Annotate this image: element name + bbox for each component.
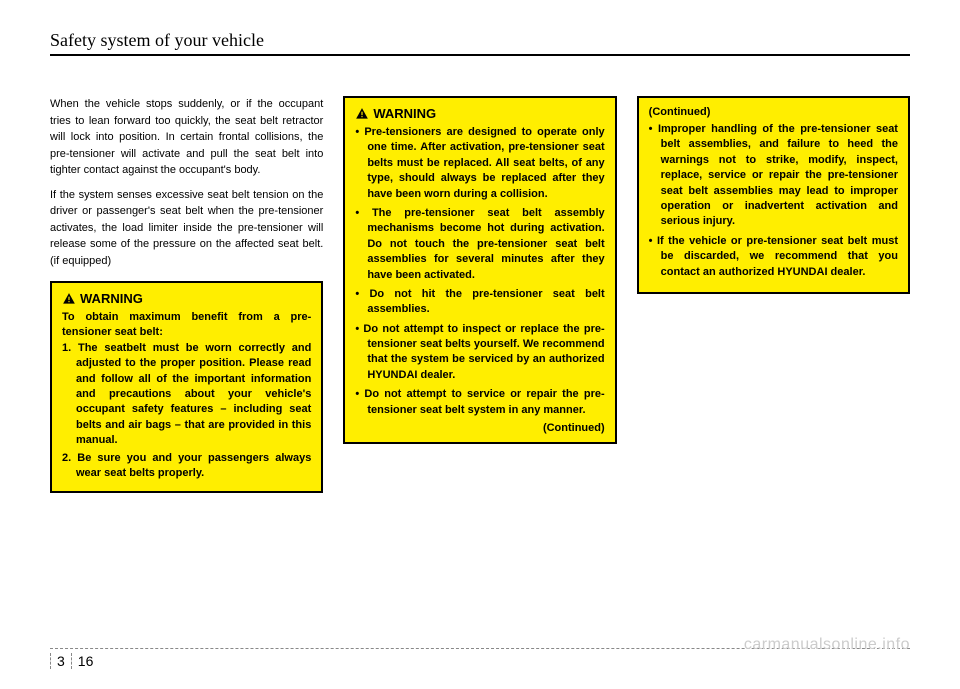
page-number: 16 [78,653,94,669]
warning-list-item: • Do not attempt to inspect or replace t… [355,322,604,384]
warning-list-item: • If the vehicle or pre-tensioner seat b… [649,234,898,280]
warning-list-item: • Pre-tensioners are designed to operate… [355,125,604,202]
column-3: (Continued) • Improper handling of the p… [637,96,910,493]
column-1: When the vehicle stops suddenly, or if t… [50,96,323,493]
warning-triangle-icon [62,292,76,306]
warning-list: • Improper handling of the pre-tensioner… [649,122,898,280]
continued-label: (Continued) [649,106,898,118]
warning-title: WARNING [80,291,143,306]
body-paragraph: If the system senses excessive seat belt… [50,187,323,270]
warning-list: • Pre-tensioners are designed to operate… [355,125,604,418]
page-container: Safety system of your vehicle When the v… [0,0,960,689]
warning-list-item: • The pre-tensioner seat belt assembly m… [355,206,604,283]
warning-box: WARNING To obtain maximum benefit from a… [50,281,323,493]
column-2: WARNING • Pre-tensioners are designed to… [343,96,616,493]
warning-list-item: 1. The seatbelt must be worn correctly a… [62,341,311,449]
content-columns: When the vehicle stops suddenly, or if t… [50,96,910,493]
warning-intro: To obtain maximum benefit from a pre-ten… [62,310,311,341]
watermark: carmanualsonline.info [744,636,910,654]
page-title: Safety system of your vehicle [50,30,910,56]
warning-header: WARNING [62,291,311,306]
warning-list-item: • Improper handling of the pre-tensioner… [649,122,898,230]
warning-box: (Continued) • Improper handling of the p… [637,96,910,294]
warning-list: 1. The seatbelt must be worn correctly a… [62,341,311,482]
warning-header: WARNING [355,106,604,121]
section-number: 3 [51,653,72,669]
warning-list-item: • Do not attempt to service or repair th… [355,387,604,418]
page-numbers: 3 16 [50,653,910,669]
warning-triangle-icon [355,107,369,121]
continued-label: (Continued) [355,422,604,434]
warning-box: WARNING • Pre-tensioners are designed to… [343,96,616,444]
warning-list-item: • Do not hit the pre-tensioner seat belt… [355,287,604,318]
warning-title: WARNING [373,106,436,121]
body-paragraph: When the vehicle stops suddenly, or if t… [50,96,323,179]
warning-list-item: 2. Be sure you and your passengers alway… [62,451,311,482]
